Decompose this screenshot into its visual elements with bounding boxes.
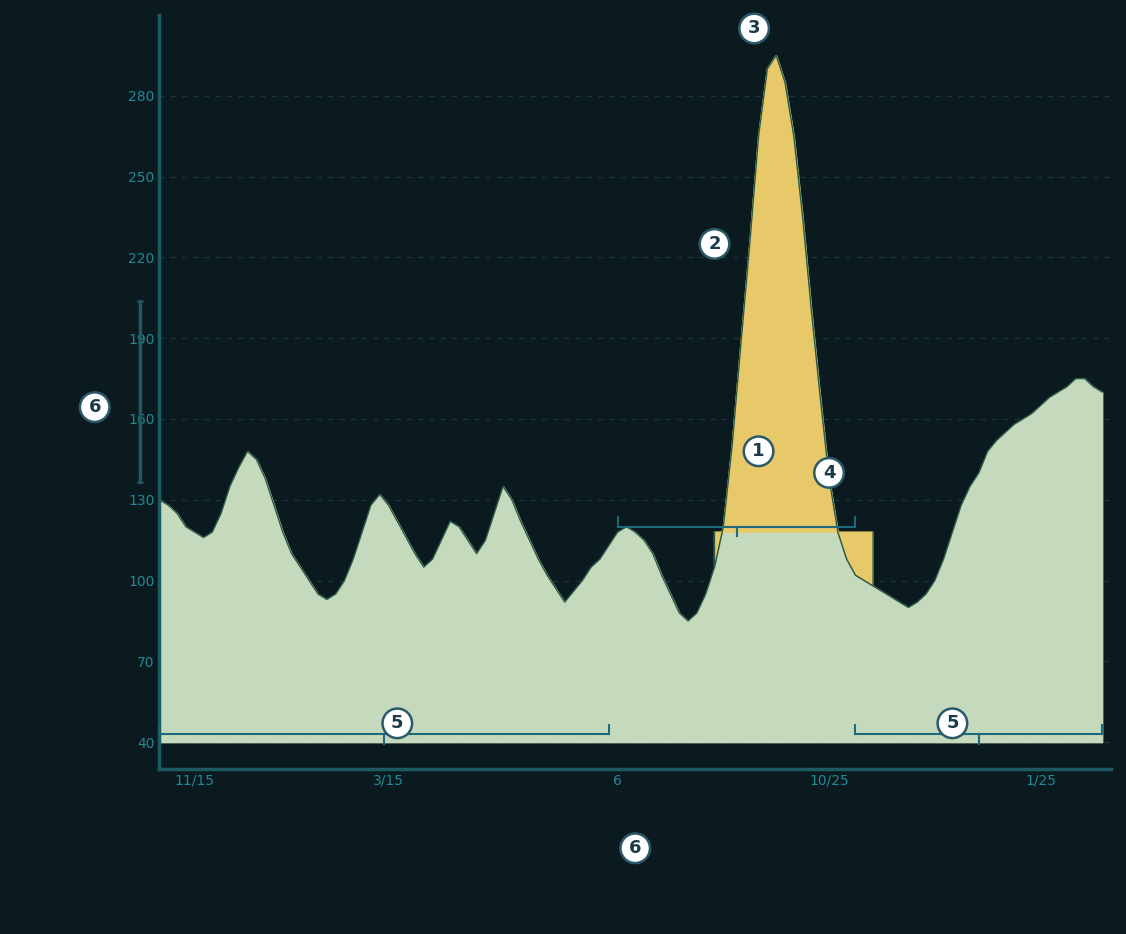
Text: 6: 6: [629, 840, 642, 857]
Text: 3: 3: [748, 20, 760, 37]
Text: 2: 2: [708, 235, 721, 253]
Polygon shape: [715, 55, 873, 586]
Text: 6: 6: [89, 398, 101, 417]
Text: 5: 5: [946, 715, 958, 732]
Text: 4: 4: [823, 464, 835, 482]
Text: 5: 5: [391, 715, 403, 732]
Text: 1: 1: [752, 443, 765, 460]
